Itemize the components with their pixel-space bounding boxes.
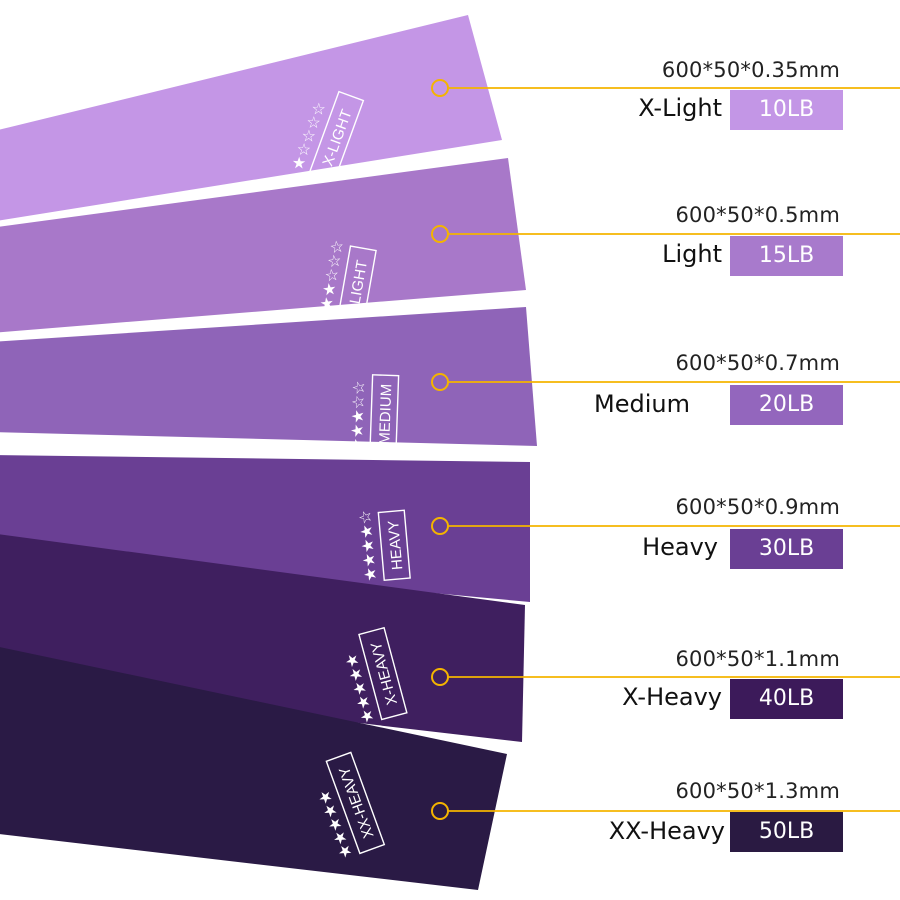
band-print-label: HEAVY	[385, 520, 406, 571]
callout-dot	[431, 225, 449, 243]
band-light	[0, 158, 526, 333]
callout-dot	[431, 802, 449, 820]
load-badge-light: 15LB	[730, 236, 843, 276]
spec-x-light: 600*50*0.35mm	[661, 58, 840, 82]
level-heavy: Heavy	[642, 533, 718, 561]
load-badge-medium: 20LB	[730, 385, 843, 425]
label-box	[358, 626, 408, 721]
level-xx-heavy: XX-Heavy	[608, 817, 725, 845]
spec-xx-heavy: 600*50*1.3mm	[675, 779, 840, 803]
level-medium: Medium	[594, 390, 690, 418]
level-x-heavy: X-Heavy	[622, 683, 722, 711]
callout-dot	[431, 517, 449, 535]
label-box	[307, 90, 365, 185]
load-badge-heavy: 30LB	[730, 529, 843, 569]
band-print-medium: ★★★☆☆ MEDIUM	[347, 374, 400, 455]
level-light: Light	[662, 240, 722, 268]
load-badge-xx-heavy: 50LB	[730, 812, 843, 852]
callout-dot	[431, 373, 449, 391]
spec-medium: 600*50*0.7mm	[675, 351, 840, 375]
label-box	[369, 374, 400, 455]
band-print-label: MEDIUM	[376, 384, 395, 445]
callout-dot	[431, 668, 449, 686]
load-badge-x-light: 10LB	[730, 90, 843, 130]
band-xx-heavy	[0, 647, 507, 890]
label-box	[325, 751, 386, 855]
strength-stars: ★★★☆☆	[347, 380, 368, 452]
callout-dot	[431, 79, 449, 97]
band-heavy	[0, 455, 530, 602]
label-box	[337, 245, 377, 319]
band-medium	[0, 307, 537, 446]
level-x-light: X-Light	[638, 94, 722, 122]
spec-light: 600*50*0.5mm	[675, 203, 840, 227]
spec-x-heavy: 600*50*1.1mm	[675, 647, 840, 671]
label-box	[377, 509, 411, 582]
spec-heavy: 600*50*0.9mm	[675, 495, 840, 519]
band-x-light	[0, 15, 502, 221]
load-badge-x-heavy: 40LB	[730, 679, 843, 719]
